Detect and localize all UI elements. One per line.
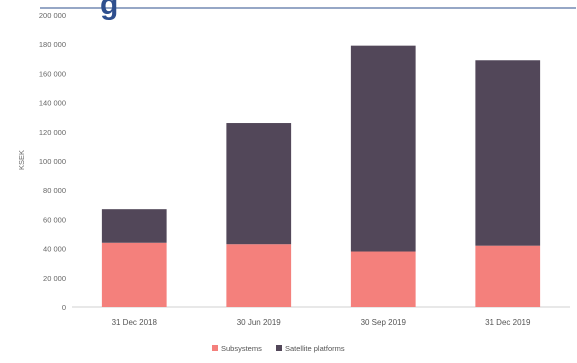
y-tick-label: 80 000: [43, 186, 66, 195]
y-tick-label: 200 000: [39, 11, 66, 20]
bar-subsystems: [350, 251, 416, 307]
y-tick-label: 180 000: [39, 40, 66, 49]
header-fragment: g: [100, 0, 118, 21]
legend-label-subsystems: Subsystems: [221, 344, 262, 353]
y-axis: 0 20 000 40 000 60 000 80 000 100 000 120 000 1…: [39, 11, 66, 312]
x-tick-label: 31 Dec 2019: [485, 318, 531, 327]
bars: [101, 45, 541, 307]
y-tick-label: 120 000: [39, 128, 66, 137]
y-axis-label: KSEK: [17, 150, 26, 170]
legend-label-satellite-platforms: Satellite platforms: [285, 344, 345, 353]
x-tick-label: 31 Dec 2018: [112, 318, 158, 327]
x-tick-label: 30 Sep 2019: [361, 318, 407, 327]
legend-swatch-satellite-platforms: [276, 345, 282, 351]
bar-subsystems: [101, 242, 167, 307]
bar-subsystems: [475, 245, 541, 307]
y-tick-label: 140 000: [39, 99, 66, 108]
y-tick-label: 0: [62, 303, 66, 312]
bar-satellite-platforms: [226, 123, 292, 245]
y-tick-label: 60 000: [43, 215, 66, 224]
x-axis: 31 Dec 2018 30 Jun 2019 30 Sep 2019 31 Dec …: [112, 318, 531, 327]
y-tick-label: 40 000: [43, 245, 66, 254]
legend: Subsystems Satellite platforms: [212, 344, 345, 353]
y-tick-label: 20 000: [43, 274, 66, 283]
bar-satellite-platforms: [475, 60, 541, 246]
y-tick-label: 100 000: [39, 157, 66, 166]
y-tick-label: 160 000: [39, 69, 66, 78]
x-tick-label: 30 Jun 2019: [237, 318, 282, 327]
bar-satellite-platforms: [350, 45, 416, 252]
bar-satellite-platforms: [101, 209, 167, 243]
bar-subsystems: [226, 244, 292, 307]
legend-swatch-subsystems: [212, 345, 218, 351]
